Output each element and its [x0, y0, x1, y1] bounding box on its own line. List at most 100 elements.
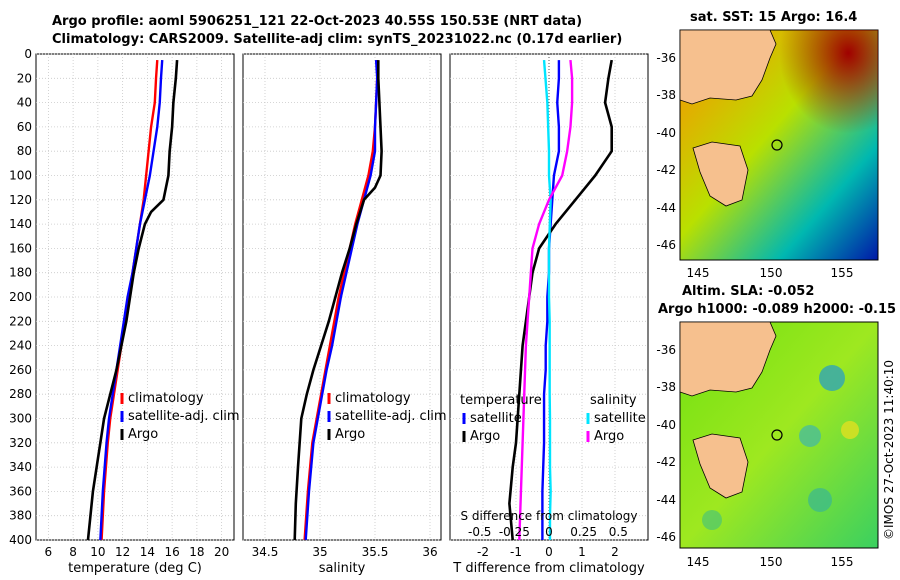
mainland-land-sla: [679, 321, 777, 397]
argo-position-marker: [771, 139, 783, 151]
panel-difference-from-climatology: [449, 53, 649, 541]
y-tick-label: 20: [17, 71, 32, 85]
y-tick-label: 360: [9, 484, 32, 498]
series-argo: [293, 60, 383, 541]
panel-temperature: [35, 53, 235, 541]
map-lat-tick-label: -36: [656, 343, 676, 357]
y-tick-label: 200: [9, 290, 32, 304]
y-tick-label: 160: [9, 241, 32, 255]
y-tick-label: 240: [9, 339, 32, 353]
top-x-tick-label: -0.5: [468, 525, 491, 539]
legend-label: satellite-adj. clim: [128, 409, 240, 424]
map-lat-tick-label: -44: [656, 493, 676, 507]
map-lat-tick-label: -40: [656, 418, 676, 432]
legend-label: climatology: [128, 391, 204, 406]
y-tick-label: 220: [9, 314, 32, 328]
map-lat-tick-label: -40: [656, 126, 676, 140]
legend-label: climatology: [335, 391, 411, 406]
y-tick-label: 320: [9, 436, 32, 450]
chart-title-line2: Climatology: CARS2009. Satellite-adj cli…: [52, 32, 623, 47]
top-x-tick-label: 0.5: [609, 525, 628, 539]
map-lat-tick-label: -42: [656, 455, 676, 469]
legend-title-temperature: temperature: [460, 393, 542, 408]
x-tick-label: -2: [477, 545, 489, 559]
x-axis-label: salinity: [319, 561, 366, 576]
legend-label: satellite: [470, 411, 522, 426]
map-lat-tick-label: -36: [656, 51, 676, 65]
x-tick-label: -1: [510, 545, 522, 559]
panel-salinity: [242, 53, 442, 541]
map-lat-tick-label: -38: [656, 88, 676, 102]
x-tick-label: 16: [164, 545, 179, 559]
map-lat-tick-label: -44: [656, 201, 676, 215]
map-lon-tick-label: 150: [760, 266, 783, 280]
x-tick-label: 20: [214, 545, 229, 559]
y-tick-label: 400: [9, 533, 32, 547]
top-x-tick-label: 0: [545, 525, 553, 539]
y-tick-label: 0: [24, 47, 32, 61]
y-tick-label: 180: [9, 266, 32, 280]
legend-label: Argo: [594, 429, 624, 444]
x-tick-label: 0: [545, 545, 553, 559]
x-tick-label: 36: [422, 545, 437, 559]
x-tick-label: 34.5: [252, 545, 279, 559]
y-tick-label: 80: [17, 144, 32, 158]
series-argo: [86, 59, 179, 541]
map-lat-tick-label: -42: [656, 163, 676, 177]
legend-label: satellite: [594, 411, 646, 426]
map-lon-tick-label: 150: [760, 555, 783, 569]
legend-label: satellite-adj. clim: [335, 409, 447, 424]
map-lat-tick-label: -46: [656, 238, 676, 252]
map-lon-tick-label: 155: [831, 266, 854, 280]
top-x-tick-label: -0.25: [499, 525, 530, 539]
series-satellite-adj-clim: [304, 60, 379, 541]
sst-map-title: sat. SST: 15 Argo: 16.4: [690, 10, 858, 25]
map-lon-tick-label: 155: [831, 555, 854, 569]
y-tick-label: 300: [9, 412, 32, 426]
y-tick-label: 40: [17, 96, 32, 110]
mainland-land: [679, 29, 777, 105]
legend-label: Argo: [470, 429, 500, 444]
sla-map: [679, 321, 879, 549]
x-tick-label: 8: [69, 545, 77, 559]
y-tick-label: 260: [9, 363, 32, 377]
x-axis-label: T difference from climatology: [452, 561, 645, 576]
x-tick-label: 10: [90, 545, 105, 559]
y-tick-label: 120: [9, 193, 32, 207]
top-x-axis-label: S difference from climatology: [461, 509, 638, 523]
y-tick-label: 140: [9, 217, 32, 231]
x-tick-label: 12: [115, 545, 130, 559]
x-tick-label: 2: [611, 545, 619, 559]
x-tick-label: 6: [45, 545, 53, 559]
legend-label: Argo: [128, 427, 158, 442]
map-lon-tick-label: 145: [687, 266, 710, 280]
sla-map-title-2: Argo h1000: -0.089 h2000: -0.15: [658, 302, 897, 317]
map-lon-tick-label: 145: [687, 555, 710, 569]
y-tick-label: 280: [9, 387, 32, 401]
sla-map-title-1: Altim. SLA: -0.052: [682, 284, 815, 299]
sst-map: [679, 29, 879, 261]
tasmania-land: [692, 141, 749, 207]
y-tick-label: 100: [9, 169, 32, 183]
x-tick-label: 18: [189, 545, 204, 559]
series-s-argo: [518, 59, 574, 541]
legend-label: Argo: [335, 427, 365, 442]
tasmania-land-sla: [692, 433, 749, 499]
map-lat-tick-label: -38: [656, 380, 676, 394]
x-tick-label: 1: [578, 545, 586, 559]
y-tick-label: 340: [9, 460, 32, 474]
x-axis-label: temperature (deg C): [68, 561, 202, 576]
y-tick-label: 60: [17, 120, 32, 134]
chart-title-line1: Argo profile: aoml 5906251_121 22-Oct-20…: [52, 14, 583, 29]
x-tick-label: 35.5: [362, 545, 389, 559]
series-t-argo: [508, 59, 614, 541]
argo-position-marker-sla: [771, 429, 783, 441]
legend-title-salinity: salinity: [590, 393, 637, 408]
series-s-satellite: [542, 59, 552, 540]
y-tick-label: 380: [9, 509, 32, 523]
x-tick-label: 35: [312, 545, 327, 559]
x-tick-label: 14: [140, 545, 155, 559]
map-lat-tick-label: -46: [656, 530, 676, 544]
top-x-tick-label: 0.25: [570, 525, 597, 539]
